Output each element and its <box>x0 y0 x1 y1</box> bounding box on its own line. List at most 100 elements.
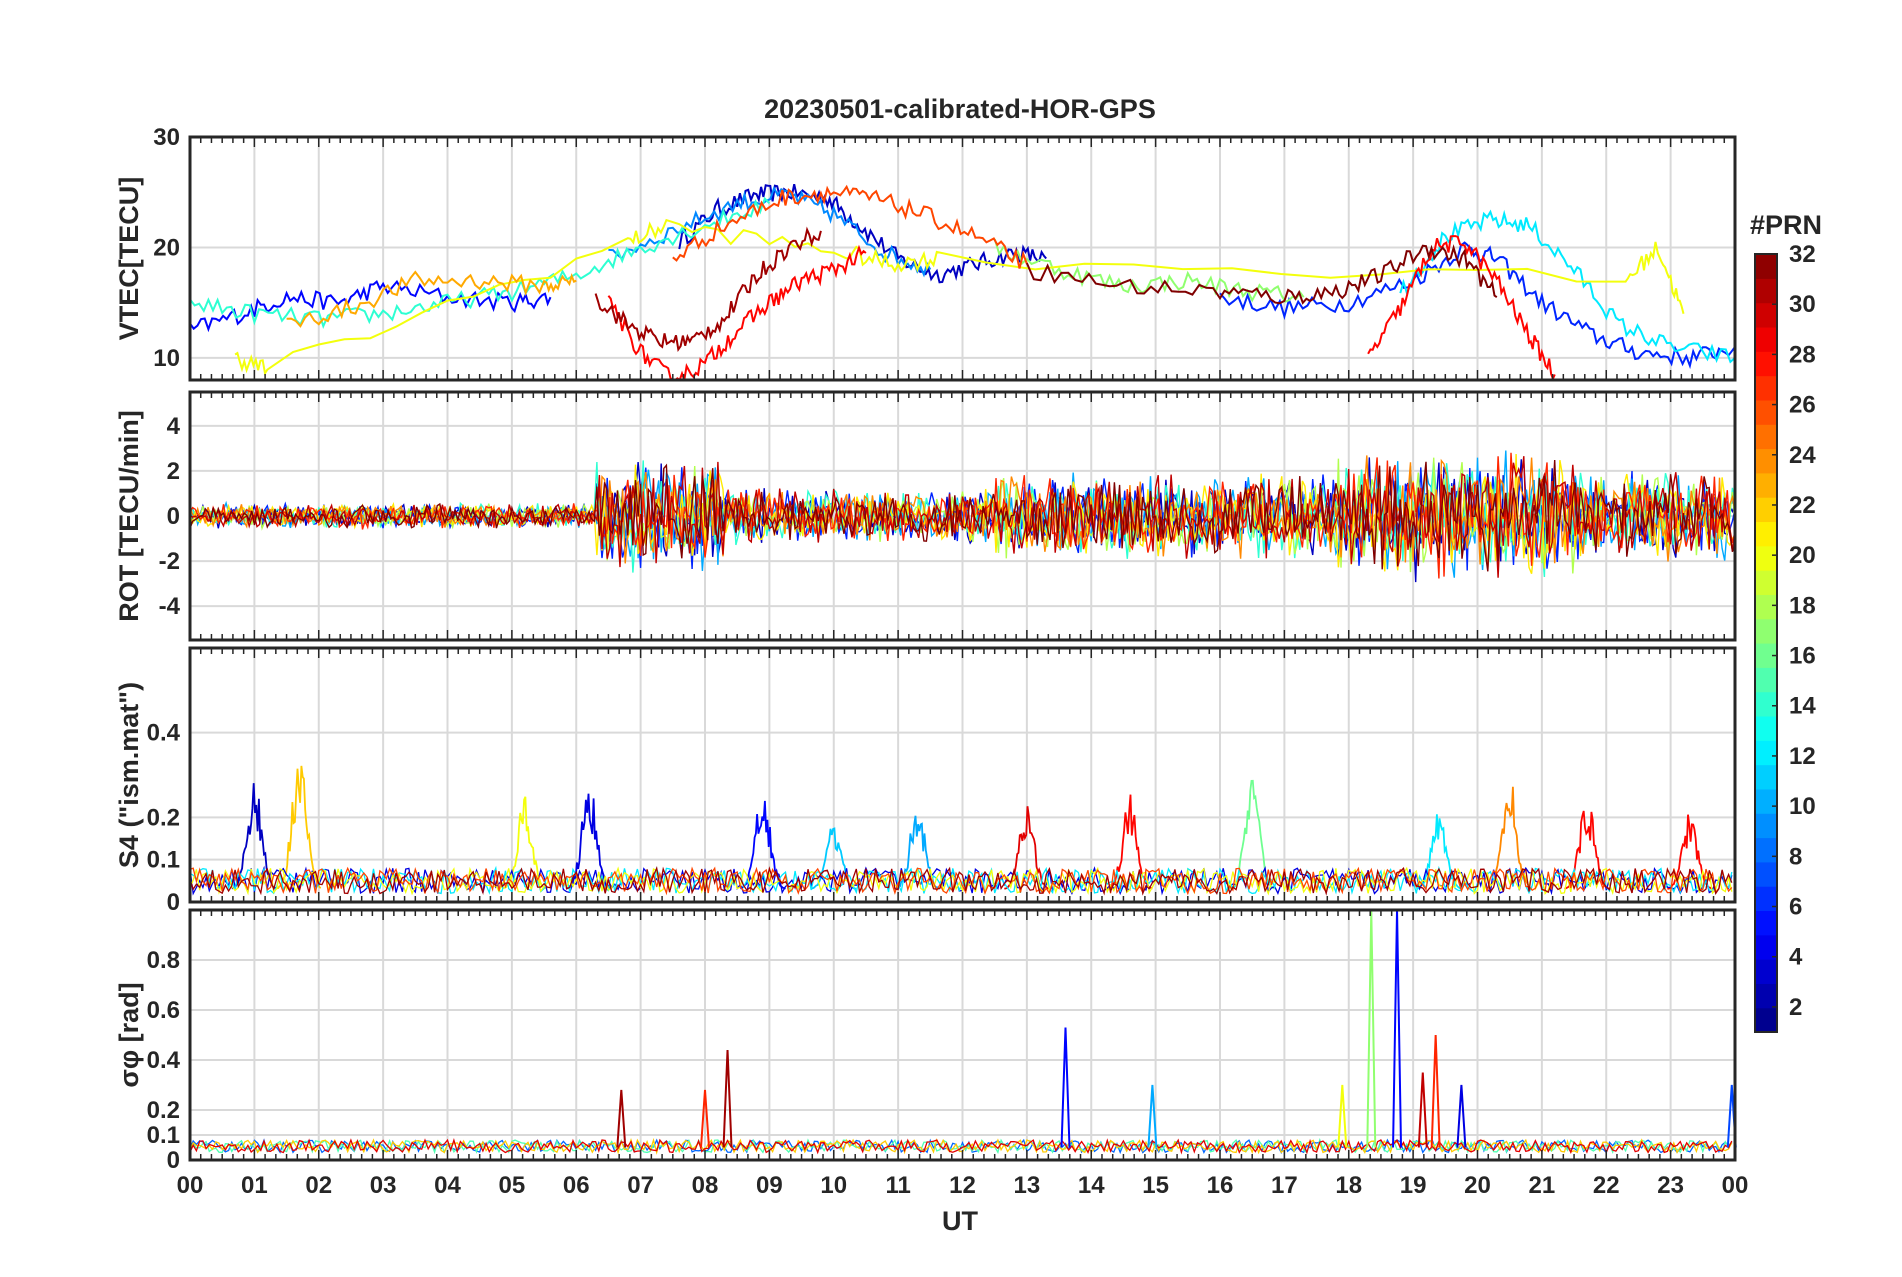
colorbar-tick-label: 32 <box>1789 241 1816 268</box>
rot-series-prn-30 <box>189 456 1736 578</box>
colorbar-segment <box>1755 983 1777 1009</box>
colorbar-segment <box>1755 886 1777 912</box>
colorbar-segment <box>1755 448 1777 474</box>
rot-series-prn-18 <box>189 457 1736 574</box>
colorbar-segment <box>1755 837 1777 863</box>
x-tick-label: 04 <box>434 1172 461 1199</box>
colorbar-tick-label: 2 <box>1789 994 1802 1021</box>
colorbar-segment <box>1755 497 1777 523</box>
panel-sigphi-y-tick-label: 0.6 <box>147 997 180 1024</box>
colorbar-segment <box>1755 667 1777 693</box>
vtec-series-prn-20 <box>234 218 1685 376</box>
colorbar-segment <box>1755 861 1777 887</box>
x-tick-label: 16 <box>1207 1172 1234 1199</box>
vtec-series-prn-28 <box>1367 235 1556 382</box>
sigphi-spike-prn-4 <box>1456 1084 1467 1148</box>
sigphi-baseline-prn-22 <box>189 1137 1733 1155</box>
x-tick-label: 09 <box>756 1172 783 1199</box>
x-axis-label: UT <box>942 1206 978 1236</box>
panel-rot-y-axis-label: ROT [TECU/min] <box>114 410 144 621</box>
panel-s4-y-tick-label: 0.2 <box>147 804 180 831</box>
colorbar-segment <box>1755 691 1777 717</box>
x-tick-label: 23 <box>1657 1172 1684 1199</box>
colorbar-tick-label: 30 <box>1789 291 1816 318</box>
x-tick-label: 13 <box>1014 1172 1041 1199</box>
panel-sigphi-y-tick-label: 0.4 <box>147 1047 181 1074</box>
colorbar-segment <box>1755 570 1777 595</box>
colorbar-tick-label: 20 <box>1789 542 1816 569</box>
colorbar-segment <box>1755 254 1777 279</box>
colorbar-segment <box>1755 399 1777 425</box>
x-tick-label: 05 <box>499 1172 526 1199</box>
panel-vtec-y-tick-label: 30 <box>153 124 180 151</box>
sigphi-spike-prn-20 <box>1337 1084 1348 1148</box>
colorbar-segment <box>1755 813 1777 839</box>
x-tick-label: 00 <box>177 1172 204 1199</box>
panel-sigphi-y-tick-label: 0 <box>167 1147 180 1174</box>
colorbar-tick-label: 18 <box>1789 592 1816 619</box>
colorbar-segment <box>1755 326 1777 352</box>
vtec-series-prn-23 <box>286 270 577 328</box>
panel-s4-y-tick-label: 0.4 <box>147 720 181 747</box>
x-tick-label: 15 <box>1142 1172 1169 1199</box>
panel-rot-y-tick-label: -2 <box>159 548 180 575</box>
colorbar-tick-label: 16 <box>1789 643 1816 670</box>
colorbar-segment <box>1755 424 1777 450</box>
vtec-series-prn-6 <box>1219 241 1736 370</box>
s4-baseline-prn-31 <box>189 865 1733 896</box>
x-tick-label: 21 <box>1529 1172 1556 1199</box>
sigphi-baseline-prn-29 <box>189 1137 1733 1155</box>
colorbar-label: #PRN <box>1750 210 1822 240</box>
colorbar-tick-label: 24 <box>1789 442 1816 469</box>
sigphi-spike-prn-10 <box>1147 1084 1158 1148</box>
s4-burst-prn-24 <box>1486 786 1533 890</box>
sigphi-spike-prn-27 <box>1430 1034 1441 1148</box>
x-tick-label: 18 <box>1335 1172 1362 1199</box>
x-tick-label: 12 <box>949 1172 976 1199</box>
colorbar-segment <box>1755 521 1777 547</box>
colorbar-tick-label: 22 <box>1789 492 1816 519</box>
colorbar-tick-label: 26 <box>1789 392 1816 419</box>
colorbar-segment <box>1755 910 1777 936</box>
vtec-series-prn-32 <box>1025 244 1498 305</box>
colorbar-segment <box>1755 472 1777 498</box>
vtec-series-prn-26 <box>672 184 1028 269</box>
x-tick-label: 19 <box>1400 1172 1427 1199</box>
x-tick-label: 02 <box>305 1172 332 1199</box>
sigphi-spike-prn-31 <box>616 1089 627 1148</box>
panel-s4-y-tick-label: 0 <box>167 889 180 916</box>
panel-sigphi-y-axis-label: σφ [rad] <box>114 982 144 1087</box>
panel-rot-y-tick-label: -4 <box>159 593 181 620</box>
x-tick-label: 01 <box>241 1172 268 1199</box>
vtec-series-prn-28 <box>607 244 867 382</box>
colorbar-segment <box>1755 1007 1777 1033</box>
x-tick-label: 00 <box>1722 1172 1749 1199</box>
colorbar-segment <box>1755 715 1777 741</box>
panel-sigphi-y-tick-label: 0.2 <box>147 1097 180 1124</box>
x-tick-label: 08 <box>692 1172 719 1199</box>
x-tick-label: 17 <box>1271 1172 1298 1199</box>
panel-vtec-y-tick-label: 20 <box>153 234 180 261</box>
colorbar-segment <box>1755 740 1777 766</box>
sigphi-spike-prn-31 <box>722 1049 733 1148</box>
sigphi-spike-prn-27 <box>700 1089 710 1148</box>
s4-burst-prn-20 <box>501 796 548 890</box>
panel-vtec-y-tick-label: 10 <box>153 345 180 372</box>
colorbar-segment <box>1755 278 1777 304</box>
colorbar-tick-label: 14 <box>1789 693 1816 720</box>
panel-s4-y-tick-label: 0.1 <box>147 847 180 874</box>
panel-rot-y-tick-label: 2 <box>167 458 180 485</box>
colorbar-tick-label: 12 <box>1789 743 1816 770</box>
colorbar-segment <box>1755 934 1777 960</box>
chart-title: 20230501-calibrated-HOR-GPS <box>764 94 1156 124</box>
colorbar-segment <box>1755 959 1777 984</box>
x-tick-label: 20 <box>1464 1172 1491 1199</box>
x-tick-label: 10 <box>820 1172 847 1199</box>
colorbar-segment <box>1755 788 1777 814</box>
panel-vtec-y-axis-label: VTEC[TECU] <box>114 177 144 341</box>
sigphi-spike-prn-30 <box>1417 1072 1428 1148</box>
colorbar-segment <box>1755 375 1777 401</box>
colorbar-tick-label: 6 <box>1789 894 1802 921</box>
colorbar-tick-label: 4 <box>1789 944 1803 971</box>
